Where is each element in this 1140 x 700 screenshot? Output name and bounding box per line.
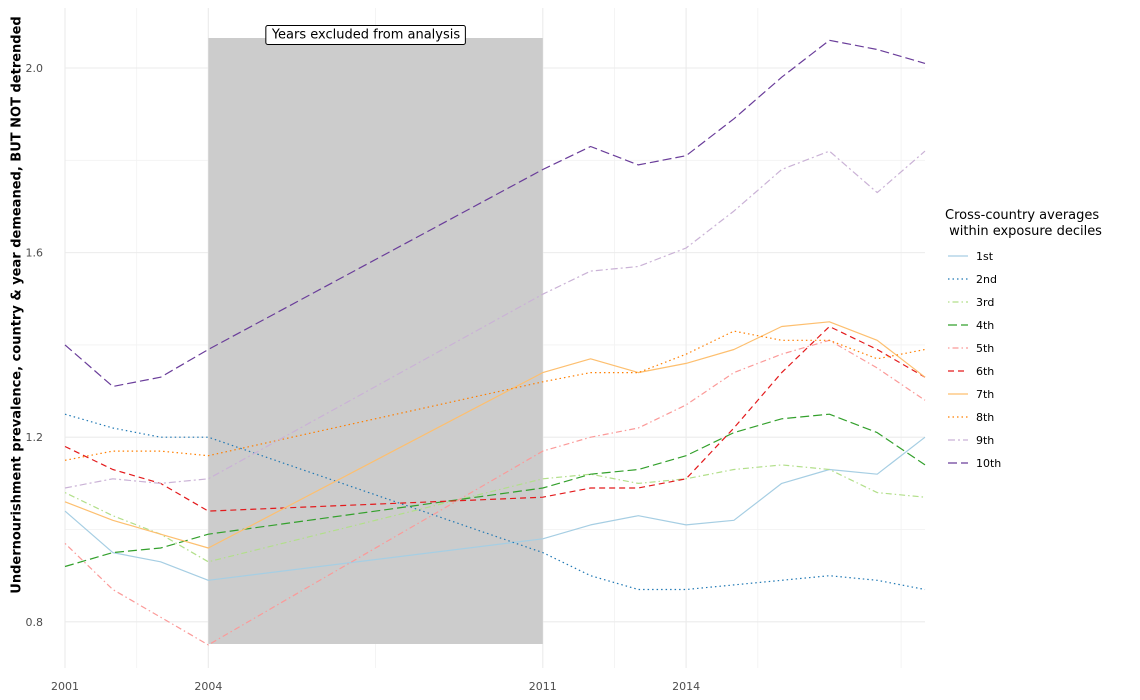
series-lines [64,39,926,646]
legend-label-10th: 10th [976,457,1001,470]
series-line-8th [64,330,926,461]
x-tick-label-2: 2011 [529,680,557,693]
legend: Cross-country averages within exposure d… [945,208,1102,470]
legend-title-line-1: Cross-country averages [945,208,1099,223]
legend-label-4th: 4th [976,319,994,332]
legend-label-5th: 5th [976,342,994,355]
legend-label-8th: 8th [976,411,994,424]
y-axis-tick-labels: 0.8 1.2 1.6 2.0 [26,62,44,629]
y-tick-label-0: 0.8 [26,616,44,629]
series-line-10th [64,39,926,388]
series-line-7th [64,321,926,549]
legend-label-9th: 9th [976,434,994,447]
series-line-4th [64,413,926,568]
y-tick-label-1: 1.2 [26,431,44,444]
legend-label-7th: 7th [976,388,994,401]
x-tick-label-3: 2014 [672,680,700,693]
legend-label-2nd: 2nd [976,273,997,286]
excluded-years-rect [208,38,543,644]
excluded-annotation: Years excluded from analysis [265,25,466,45]
legend-title-line-2: within exposure deciles [945,224,1102,239]
legend-items: 1st 2nd 3rd 4th 5th 6th 7th 8th 9th 10th [948,250,1001,470]
excluded-region [208,38,543,644]
legend-label-6th: 6th [976,365,994,378]
legend-label-1st: 1st [976,250,994,263]
x-tick-label-0: 2001 [51,680,79,693]
annotation-box [265,25,466,45]
y-tick-label-2: 1.6 [26,247,44,260]
annotation-label: Years excluded from analysis [271,28,461,43]
x-axis-tick-labels: 2001 2004 2011 2014 [51,680,700,693]
x-tick-label-1: 2004 [194,680,222,693]
y-tick-label-3: 2.0 [26,62,44,75]
y-axis-label: Undernourishment prevalence, country & y… [10,16,25,593]
series-line-9th [64,150,926,489]
legend-label-3rd: 3rd [976,296,994,309]
